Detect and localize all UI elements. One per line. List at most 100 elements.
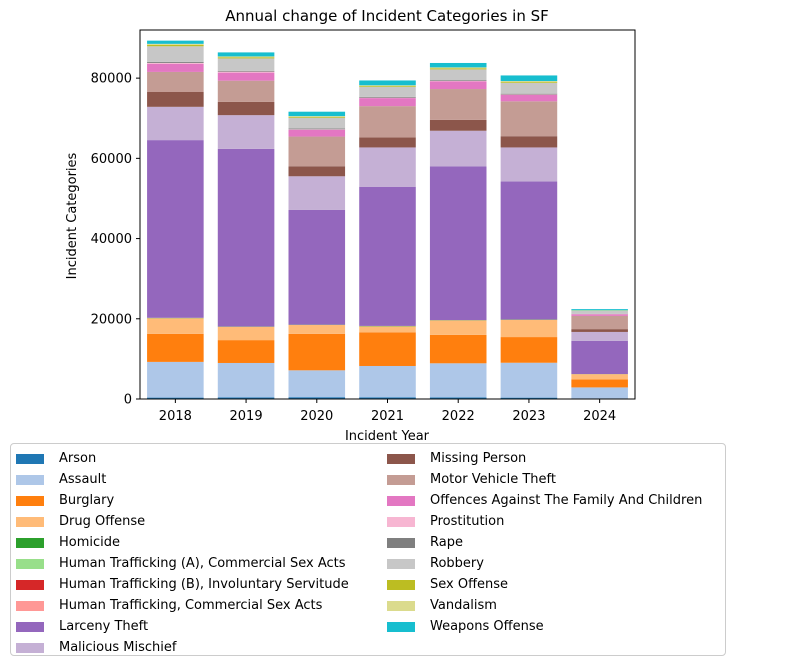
- y-tick-label: 0: [124, 393, 132, 408]
- bar-segment: [147, 61, 204, 63]
- legend-item: Missing Person: [387, 448, 702, 469]
- legend-label: Robbery: [430, 556, 484, 571]
- bar-segment: [359, 85, 416, 87]
- bar-segment: [288, 116, 346, 118]
- bar-segment: [359, 106, 416, 138]
- bar-segment: [288, 128, 346, 130]
- x-tick-label: 2024: [583, 409, 616, 424]
- bar-segment: [500, 82, 558, 83]
- legend-item: Vandalism: [387, 595, 702, 616]
- bar-segment: [288, 176, 346, 210]
- bar-segment: [571, 374, 628, 380]
- legend-swatch: [387, 516, 415, 527]
- bar-segment: [217, 72, 275, 81]
- y-tick-label: 20000: [91, 312, 132, 327]
- x-tick-label: 2023: [512, 409, 545, 424]
- bar-segment: [359, 96, 416, 98]
- bar-segment: [217, 58, 275, 71]
- bar-segment: [147, 44, 204, 47]
- legend-item: Homicide: [16, 532, 349, 553]
- legend-swatch: [387, 621, 415, 632]
- bar-segment: [429, 81, 487, 90]
- bar-segment: [147, 91, 204, 107]
- bar-segment: [147, 106, 204, 141]
- bar-segment: [429, 62, 487, 68]
- legend-label: Malicious Mischief: [59, 640, 177, 655]
- bar-segment: [288, 116, 346, 117]
- legend-item: Prostitution: [387, 511, 702, 532]
- legend-item: Human Trafficking (A), Commercial Sex Ac…: [16, 553, 349, 574]
- legend-label: Assault: [59, 472, 107, 487]
- bar-segment: [429, 69, 487, 81]
- chart-title: Annual change of Incident Categories in …: [225, 7, 549, 25]
- x-tick-label: 2022: [442, 409, 475, 424]
- bar-segment: [359, 80, 416, 86]
- legend-item: Assault: [16, 469, 349, 490]
- bar-segment: [288, 209, 346, 325]
- legend-swatch: [16, 600, 44, 611]
- bar-segment: [500, 337, 558, 363]
- legend-item: Motor Vehicle Theft: [387, 469, 702, 490]
- legend-label: Drug Offense: [59, 514, 146, 529]
- y-tick-label: 40000: [91, 232, 132, 247]
- legend-swatch: [16, 642, 44, 653]
- bar-segment: [288, 136, 346, 167]
- bar-segment: [359, 147, 416, 187]
- bar-segment: [429, 320, 487, 335]
- x-tick-label: 2018: [159, 409, 192, 424]
- bar-segment: [147, 333, 204, 362]
- bar-segment: [500, 147, 558, 182]
- bar-segment: [288, 324, 346, 334]
- legend-item: Arson: [16, 448, 349, 469]
- bar-segment: [217, 397, 275, 399]
- bar-segment: [359, 86, 416, 87]
- legend-item: Offences Against The Family And Children: [387, 490, 702, 511]
- bar-segment: [571, 379, 628, 388]
- bar-segment: [359, 186, 416, 326]
- legend-item: Sex Offense: [387, 574, 702, 595]
- bar-segment: [429, 67, 487, 69]
- bar-segment: [429, 89, 487, 120]
- bar-segment: [500, 319, 558, 338]
- y-axis-label: Incident Categories: [65, 152, 80, 279]
- legend-swatch: [387, 453, 415, 464]
- bar-segment: [500, 181, 558, 320]
- bar-segment: [359, 137, 416, 148]
- bar-segment: [217, 52, 275, 57]
- bar-segment: [571, 309, 628, 311]
- bar-segment: [359, 326, 416, 333]
- bar-segment: [500, 81, 558, 83]
- legend-item: Burglary: [16, 490, 349, 511]
- legend-swatch: [16, 516, 44, 527]
- legend-swatch: [387, 600, 415, 611]
- legend-swatch: [387, 474, 415, 485]
- axes-group: 0 20000 40000 60000 80000 2018 2019 2020 2021 202…: [91, 29, 636, 424]
- legend-label: Burglary: [59, 493, 115, 508]
- bar-segment: [217, 115, 275, 149]
- bar-segment: [288, 117, 346, 129]
- legend-item: Robbery: [387, 553, 702, 574]
- y-tick-label: 60000: [91, 152, 132, 167]
- legend-swatch: [16, 558, 44, 569]
- legend-label: Human Trafficking (B), Involuntary Servi…: [59, 577, 349, 592]
- bar-segment: [217, 56, 275, 58]
- bar-segment: [147, 397, 204, 399]
- bar-segment: [359, 397, 416, 399]
- bar-segment: [288, 397, 346, 399]
- legend-item: Drug Offense: [16, 511, 349, 532]
- bar-segment: [500, 136, 558, 148]
- bar-segment: [359, 86, 416, 97]
- bar-segment: [217, 70, 275, 72]
- legend-swatch: [387, 537, 415, 548]
- legend-column-left: Arson Assault Burglary Drug Offense Homicide…: [16, 448, 349, 658]
- bar-segment: [217, 101, 275, 116]
- x-tick-label: 2021: [371, 409, 404, 424]
- x-tick-label: 2019: [230, 409, 263, 424]
- bar-segment: [429, 130, 487, 167]
- legend-label: Homicide: [59, 535, 121, 550]
- legend-item: Human Trafficking (B), Involuntary Servi…: [16, 574, 349, 595]
- bar-segment: [147, 43, 204, 45]
- x-axis-label: Incident Year: [345, 429, 430, 440]
- legend-swatch: [16, 453, 44, 464]
- bar-segment: [571, 387, 628, 399]
